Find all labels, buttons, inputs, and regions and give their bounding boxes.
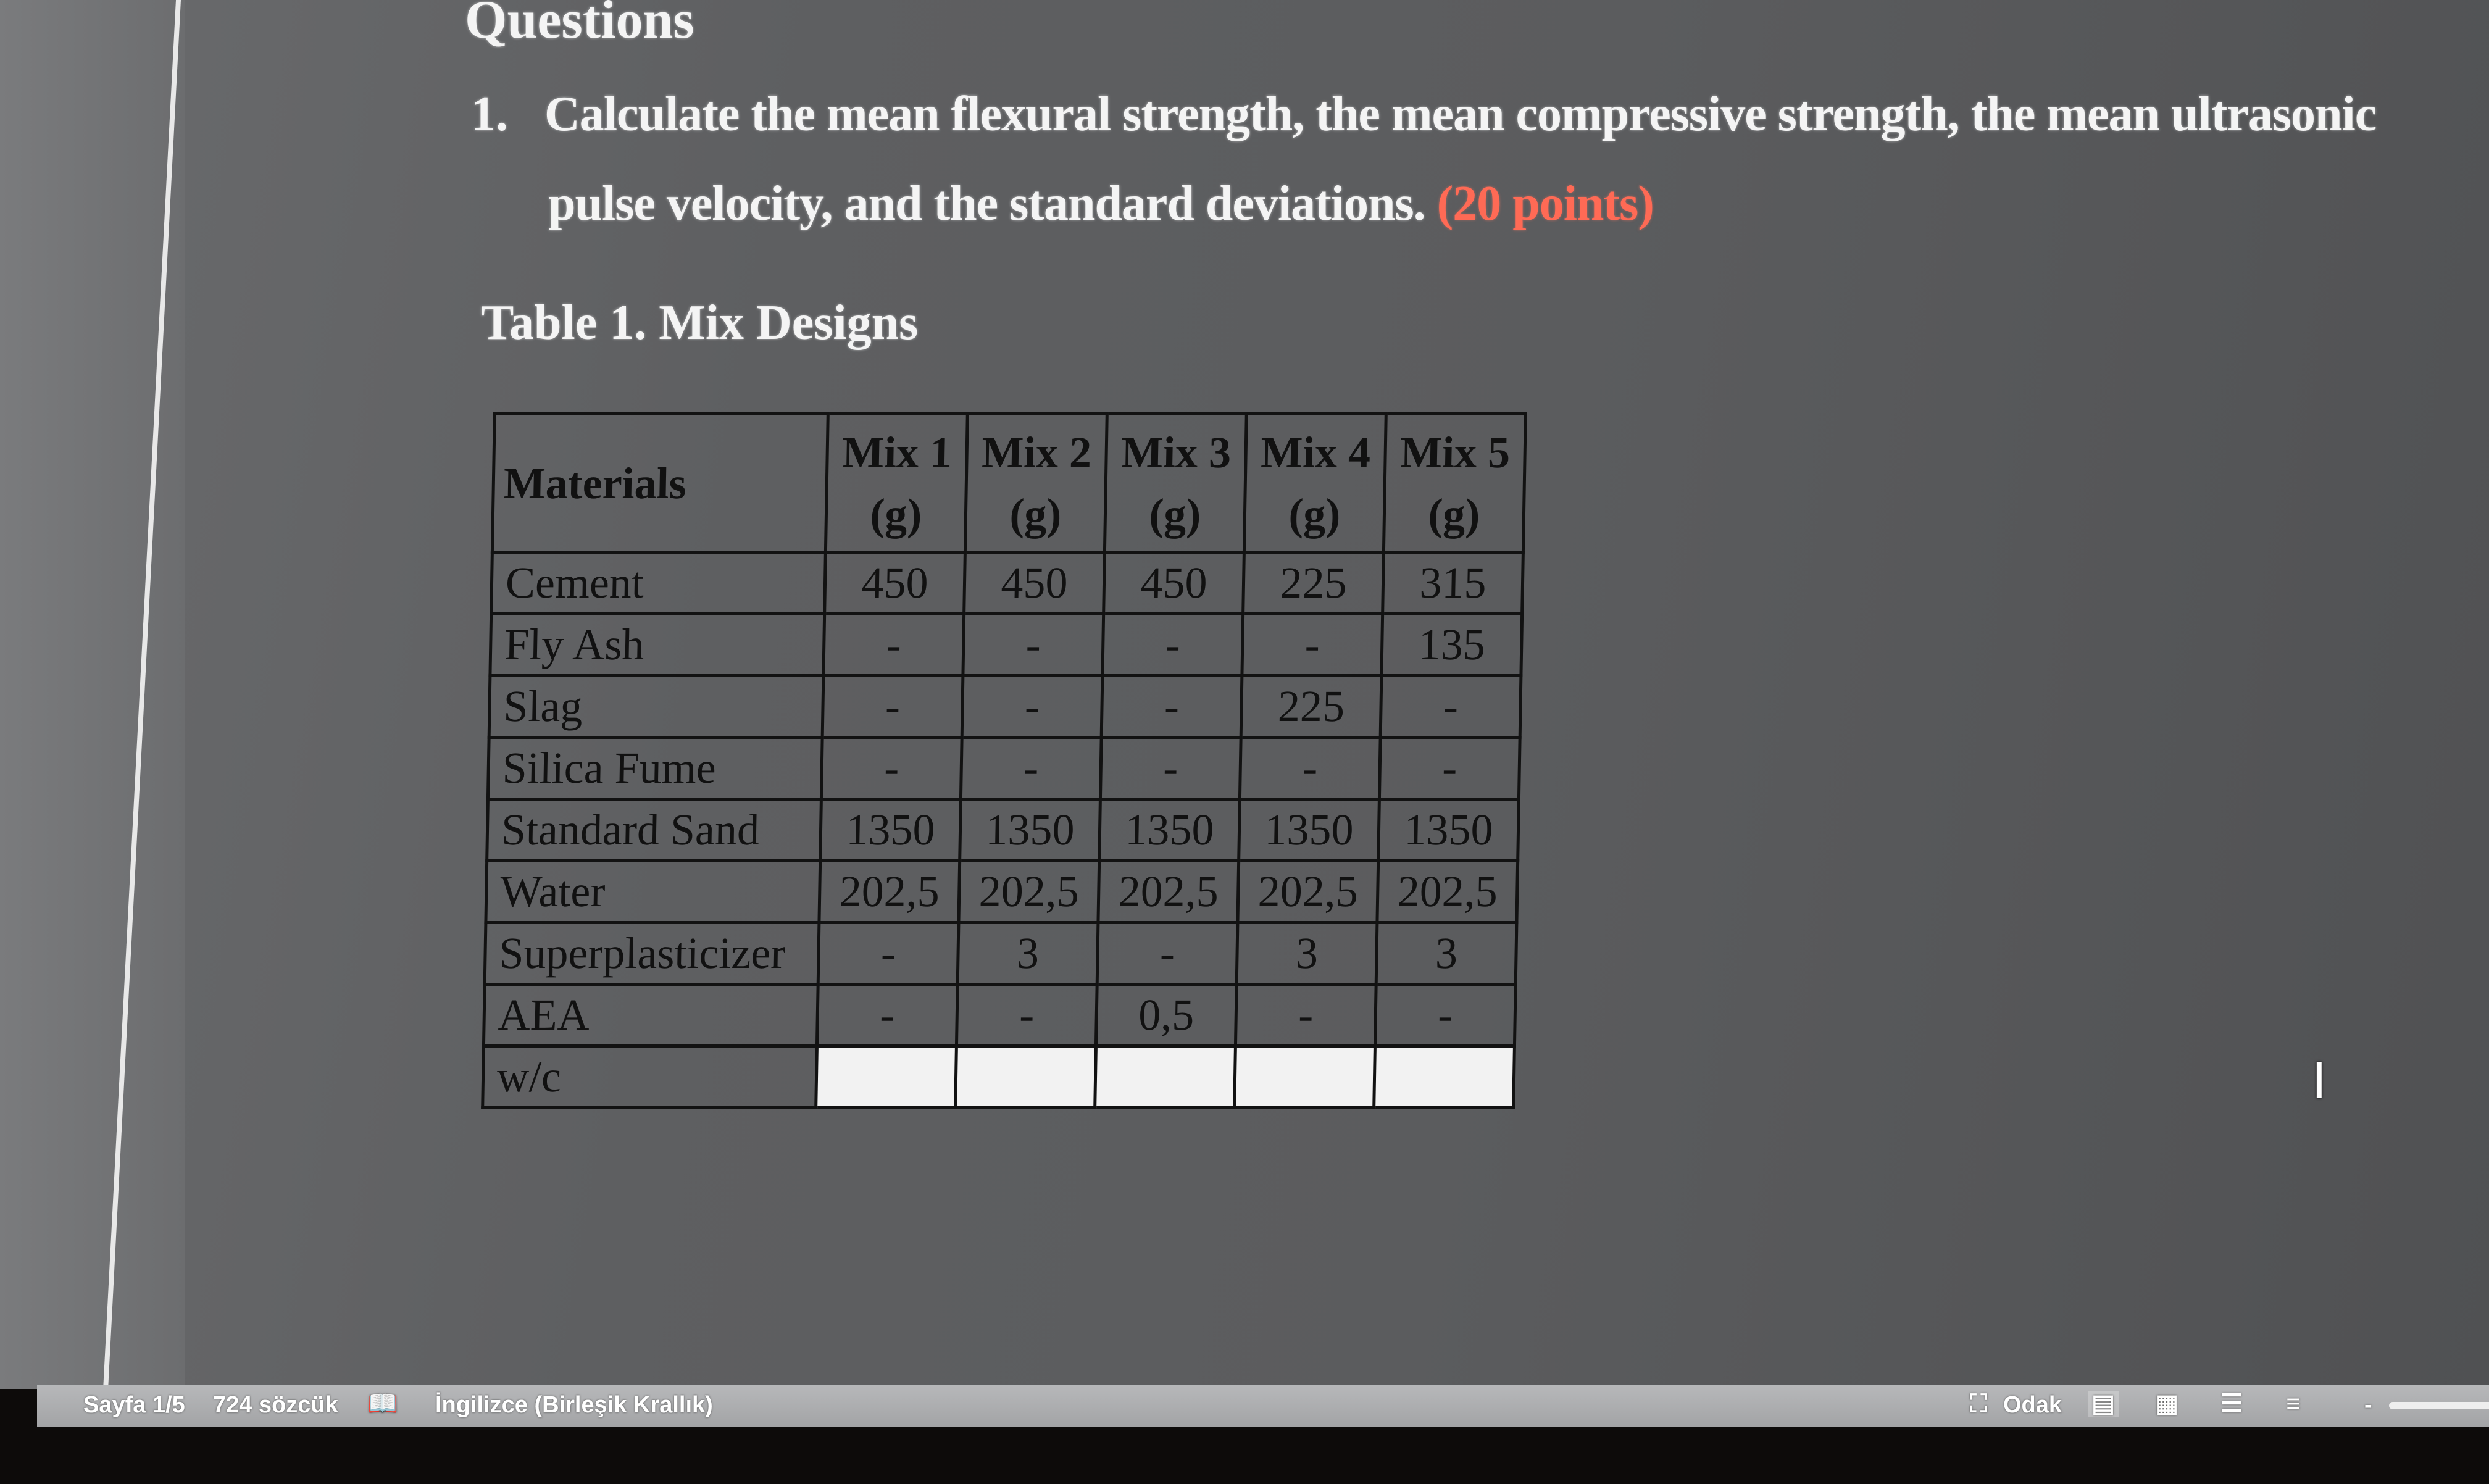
question-number: 1. [471, 87, 508, 141]
mix-value: - [962, 614, 1104, 676]
print-layout-icon[interactable]: ▤ [2088, 1391, 2119, 1417]
mix-value: - [817, 984, 958, 1046]
mix-value: 202,5 [958, 861, 1099, 923]
questions-heading: Questions [465, 0, 694, 50]
table-row: Slag - - -225- [489, 675, 1521, 738]
material-name: Slag [489, 675, 823, 738]
mix-value: 450 [824, 552, 965, 614]
mix-value: 1350 [1378, 799, 1519, 861]
zoom-out-button[interactable]: - [2364, 1392, 2372, 1418]
mix-value: - [1097, 922, 1238, 985]
mix-value[interactable] [955, 1046, 1096, 1108]
mix-value: - [1100, 737, 1241, 799]
material-name: Cement [491, 552, 826, 614]
mix-value: 1350 [1238, 799, 1380, 861]
mix-value[interactable] [1094, 1046, 1236, 1108]
focus-icon[interactable]: ⛶ [1970, 1390, 1987, 1417]
table-row: Superplasticizer -3-3 3 [485, 922, 1517, 985]
mix-value: - [818, 922, 959, 985]
mix-value: - [821, 737, 962, 799]
mix-value[interactable] [1234, 1046, 1375, 1108]
mix-value: 1350 [1099, 799, 1240, 861]
language-indicator[interactable]: İngilizce (Birleşik Krallık) [435, 1392, 713, 1418]
mix-value: - [1379, 737, 1520, 799]
mix-value: 1350 [820, 799, 961, 861]
left-margin-area [0, 0, 185, 1389]
mix-value: - [1241, 614, 1383, 676]
mix-value: - [1240, 737, 1381, 799]
material-name: Water [485, 861, 820, 923]
table-header-row: Materials Mix 1 (g) Mix 2 (g) Mix 3 (g) Mix … [492, 414, 1526, 552]
material-name: w/c [482, 1046, 817, 1108]
mix-value: - [823, 614, 964, 676]
mix-value: - [956, 984, 1098, 1046]
mix-value: 225 [1243, 552, 1384, 614]
header-mix-1: Mix 1 (g) [825, 414, 968, 552]
mix-value: 202,5 [1237, 861, 1378, 923]
table-row: w/c [482, 1046, 1515, 1108]
zoom-slider[interactable] [2389, 1402, 2489, 1409]
mix-value: - [1235, 984, 1377, 1046]
header-mix-5: Mix 5 (g) [1383, 414, 1526, 552]
question-line-2: pulse velocity, and the standard deviati… [548, 176, 1654, 232]
question-points: (20 points) [1436, 177, 1654, 231]
material-name: Superplasticizer [485, 922, 819, 985]
mix-value: 202,5 [1377, 861, 1518, 923]
mix-value: 202,5 [1098, 861, 1239, 923]
mix-value: - [822, 675, 963, 738]
question-line-2-text: pulse velocity, and the standard deviati… [548, 177, 1426, 231]
text-cursor-ibeam: I [2312, 1053, 2327, 1110]
mix-value: - [962, 675, 1103, 738]
mix-value: 3 [1376, 922, 1517, 985]
mix-value: 225 [1241, 675, 1382, 738]
page-count[interactable]: Sayfa 1/5 [83, 1392, 185, 1418]
word-count[interactable]: 724 sözcük [213, 1392, 338, 1418]
header-mix-3: Mix 3 (g) [1104, 414, 1247, 552]
mix-value: 1350 [959, 799, 1101, 861]
mix-value[interactable] [815, 1046, 957, 1108]
header-materials: Materials [492, 414, 828, 552]
material-name: AEA [483, 984, 819, 1046]
status-bar: Sayfa 1/5 724 sözcük 📖 İngilizce (Birleş… [37, 1385, 2489, 1427]
material-name: Fly Ash [490, 614, 825, 676]
material-name: Silica Fume [488, 737, 823, 799]
table-row: Standard Sand 1350 1350 1350 1350 1350 [486, 799, 1519, 861]
draft-icon[interactable]: ≡ [2286, 1390, 2301, 1417]
table-row: Cement 450 450 450 225 315 [491, 552, 1524, 614]
mix-value: 202,5 [819, 861, 960, 923]
mix-designs-table: Materials Mix 1 (g) Mix 2 (g) Mix 3 (g) Mix … [481, 412, 1527, 1109]
mix-value: - [1102, 614, 1243, 676]
mix-value: 135 [1381, 614, 1522, 676]
table-row: Silica Fume - - - - - [488, 737, 1520, 799]
table-row: AEA - -0,5- - [483, 984, 1516, 1046]
mix-value: - [1101, 675, 1242, 738]
mix-value: - [1375, 984, 1516, 1046]
outline-icon[interactable]: ☰ [2220, 1390, 2243, 1417]
table-caption: Table 1. Mix Designs [481, 296, 919, 350]
material-name: Standard Sand [486, 799, 822, 861]
mix-value: - [961, 737, 1102, 799]
header-mix-2: Mix 2 (g) [965, 414, 1107, 552]
table-row: Fly Ash - - - -135 [490, 614, 1522, 676]
focus-button[interactable]: Odak [2003, 1392, 2062, 1418]
table-row: Water 202,5 202,5 202,5 202,5 202,5 [485, 861, 1518, 923]
mix-value: 450 [1103, 552, 1244, 614]
mix-value: 315 [1382, 552, 1524, 614]
mix-value: 3 [957, 922, 1098, 985]
mix-value: 3 [1236, 922, 1377, 985]
web-layout-icon[interactable]: ▦ [2155, 1390, 2178, 1417]
proofing-book-icon[interactable]: 📖 [367, 1390, 398, 1417]
question-line-1: Calculate the mean flexural strength, th… [544, 87, 2377, 141]
mix-value: 0,5 [1096, 984, 1237, 1046]
word-window: Questions 1. Calculate the mean flexural… [0, 0, 2489, 1389]
header-mix-4: Mix 4 (g) [1244, 414, 1386, 552]
mix-value[interactable] [1374, 1046, 1515, 1108]
mix-value: 450 [964, 552, 1105, 614]
mix-value: - [1380, 675, 1521, 738]
